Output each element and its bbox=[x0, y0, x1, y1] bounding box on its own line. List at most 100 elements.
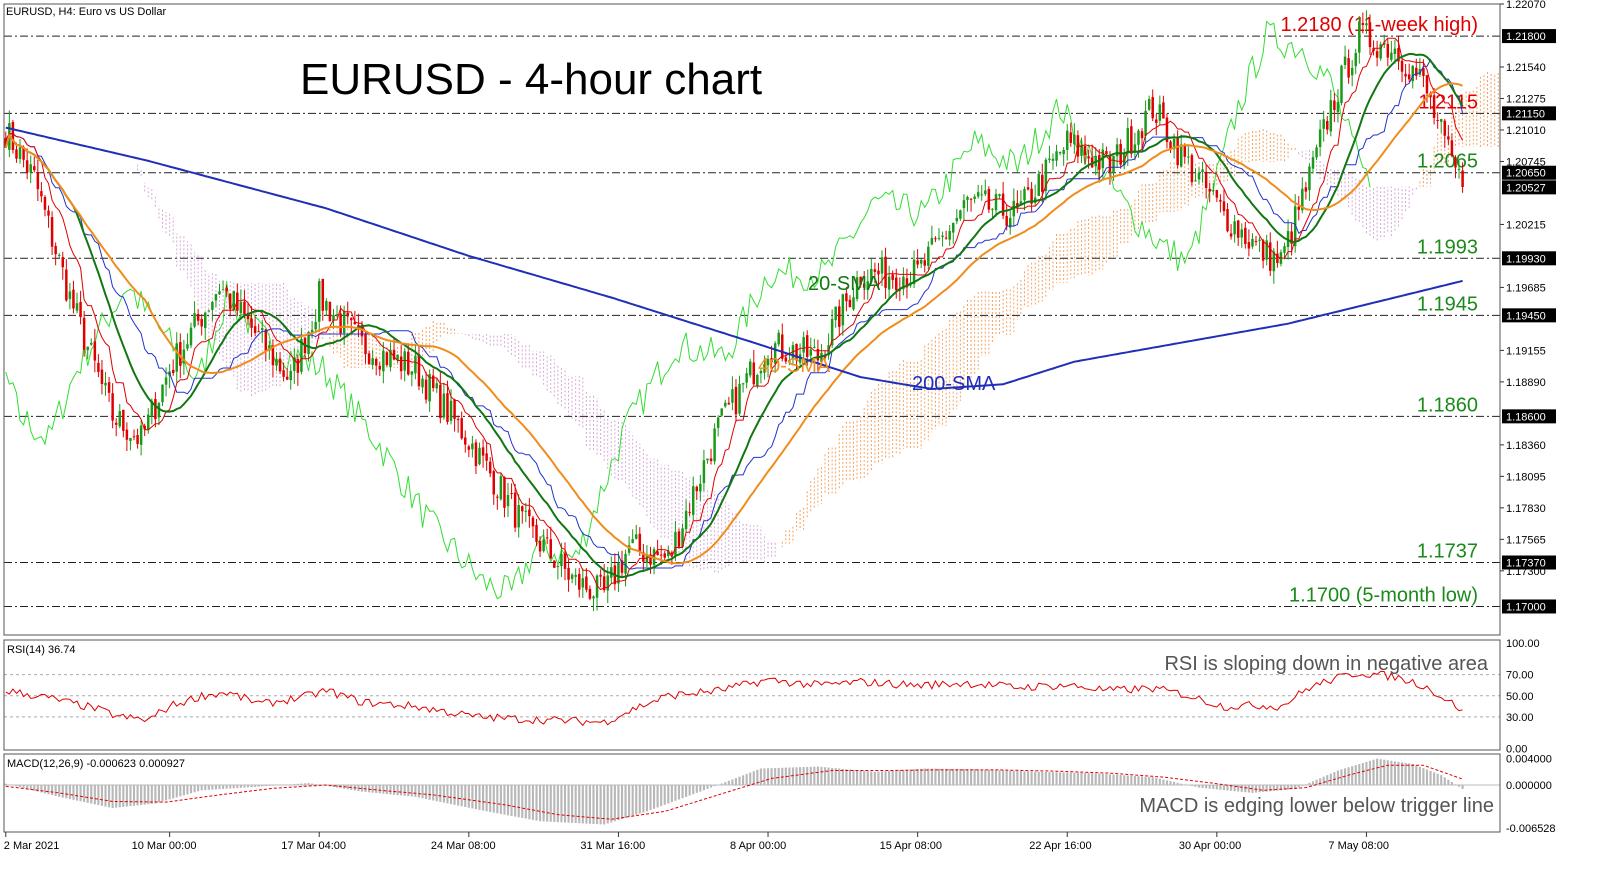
candle-body bbox=[29, 164, 32, 173]
candle-body bbox=[631, 539, 634, 544]
candle-body bbox=[285, 376, 289, 380]
candle-body bbox=[934, 238, 937, 240]
candle-body bbox=[745, 373, 748, 383]
candle-body bbox=[805, 335, 809, 357]
candle-body bbox=[1311, 157, 1315, 169]
candle-body bbox=[264, 329, 268, 351]
y-tick-label: 1.17565 bbox=[1506, 534, 1546, 546]
candle-body bbox=[706, 458, 709, 461]
candle-body bbox=[456, 418, 460, 420]
candle-body bbox=[1194, 180, 1197, 182]
candle-body bbox=[570, 574, 574, 579]
candle-body bbox=[602, 576, 606, 591]
candle-body bbox=[592, 596, 595, 599]
candle-body bbox=[378, 365, 382, 370]
candle-body bbox=[748, 361, 752, 376]
candle-body bbox=[777, 332, 780, 345]
candle-body bbox=[788, 360, 791, 363]
candle-body bbox=[431, 375, 435, 389]
x-tick-label: 8 Apr 00:00 bbox=[730, 840, 786, 852]
candle-body bbox=[1343, 56, 1347, 65]
candle-body bbox=[360, 326, 364, 337]
candle-body bbox=[1144, 110, 1147, 136]
candle-body bbox=[271, 345, 275, 366]
candle-body bbox=[916, 260, 919, 265]
y-tick-label: 1.18095 bbox=[1506, 471, 1546, 483]
rsi-y-tick-label: 50.00 bbox=[1506, 691, 1534, 703]
candle-body bbox=[1158, 104, 1162, 121]
candle-body bbox=[759, 370, 763, 374]
candle-body bbox=[1008, 217, 1012, 228]
candle-body bbox=[36, 172, 40, 190]
panel-frame-1 bbox=[3, 639, 1501, 751]
candle-body bbox=[684, 510, 688, 530]
candle-body bbox=[428, 374, 431, 402]
candle-body bbox=[289, 370, 292, 381]
candle-body bbox=[150, 400, 154, 416]
candle-body bbox=[97, 362, 100, 372]
x-tick-label: 2 Mar 2021 bbox=[4, 840, 60, 852]
candle-body bbox=[556, 566, 560, 568]
candle-body bbox=[300, 338, 303, 372]
candle-body bbox=[1450, 140, 1454, 156]
x-tick-label: 17 Mar 04:00 bbox=[281, 840, 346, 852]
candle-body bbox=[1326, 120, 1329, 130]
candle-body bbox=[848, 299, 852, 308]
candle-body bbox=[232, 291, 235, 311]
candle-body bbox=[15, 149, 18, 159]
candle-body bbox=[1382, 42, 1386, 45]
candle-body bbox=[40, 191, 43, 197]
candle-body bbox=[962, 200, 966, 209]
candle-body bbox=[1226, 209, 1229, 232]
y-tick-label: 1.19685 bbox=[1506, 282, 1546, 294]
candle-body bbox=[994, 194, 998, 211]
candle-body bbox=[1176, 136, 1179, 166]
candle-body bbox=[54, 246, 57, 255]
candle-body bbox=[1329, 100, 1333, 132]
candle-body bbox=[392, 349, 396, 360]
candle-body bbox=[474, 442, 478, 467]
candle-body bbox=[200, 319, 203, 327]
candle-body bbox=[57, 254, 61, 256]
candle-body bbox=[182, 349, 186, 364]
candle-body bbox=[834, 306, 837, 321]
level-price-tag-label: 1.17000 bbox=[1506, 601, 1546, 613]
candle-body bbox=[1044, 159, 1048, 192]
candle-body bbox=[321, 278, 325, 311]
candle-body bbox=[350, 317, 353, 321]
macd-y-tick-label: -0.006528 bbox=[1506, 823, 1556, 835]
candle-body bbox=[1151, 97, 1154, 119]
level-price-tag bbox=[1502, 29, 1556, 44]
candle-body bbox=[1350, 67, 1354, 76]
candle-body bbox=[937, 237, 941, 239]
candle-body bbox=[709, 458, 713, 462]
candle-body bbox=[884, 256, 887, 288]
candle-body bbox=[1240, 229, 1244, 238]
candle-body bbox=[1055, 151, 1058, 161]
sma40-line bbox=[4, 82, 1463, 565]
candle-body bbox=[1407, 74, 1411, 80]
candle-body bbox=[1083, 145, 1087, 156]
candle-body bbox=[410, 371, 414, 375]
candle-body bbox=[204, 312, 207, 329]
candle-body bbox=[1358, 21, 1361, 53]
candle-body bbox=[642, 552, 645, 562]
candle-body bbox=[887, 276, 891, 290]
candle-body bbox=[268, 345, 271, 351]
candle-body bbox=[549, 539, 552, 559]
candle-body bbox=[332, 314, 335, 321]
candle-body bbox=[574, 574, 577, 577]
candle-body bbox=[239, 302, 243, 314]
candle-body bbox=[1190, 155, 1194, 183]
candle-body bbox=[830, 318, 834, 346]
candle-body bbox=[1051, 158, 1055, 161]
candle-body bbox=[1133, 144, 1137, 153]
candle-body bbox=[845, 293, 848, 302]
candle-body bbox=[1333, 100, 1336, 110]
sma200-line bbox=[5, 126, 1463, 391]
candle-body bbox=[1212, 190, 1215, 192]
candle-body bbox=[1041, 174, 1044, 192]
candle-body bbox=[407, 351, 410, 375]
y-tick-label: 1.20215 bbox=[1506, 219, 1546, 231]
